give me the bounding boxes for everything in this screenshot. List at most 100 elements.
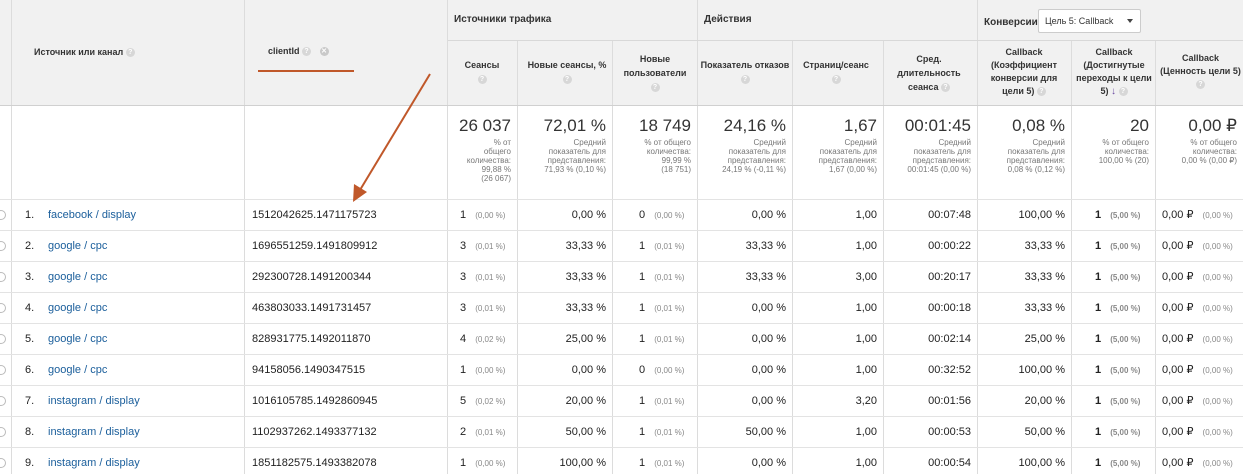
bounce-cell: 0,00 % [751, 395, 786, 407]
row-checkbox[interactable] [0, 396, 6, 406]
separator [612, 40, 613, 474]
new-users-cell: 1 (0,01 %) [639, 333, 685, 345]
sessions-cell: 3 (0,01 %) [460, 271, 506, 283]
help-icon[interactable]: ? [1196, 80, 1205, 90]
new-sessions-cell: 50,00 % [565, 426, 606, 438]
separator [244, 0, 245, 474]
sort-desc-icon[interactable]: ↓ [1111, 86, 1116, 97]
goal-select[interactable]: Цель 5: Callback [1038, 9, 1141, 33]
col-header-new-sessions[interactable]: Новые сеансы, % ? [522, 58, 612, 86]
callback-completions-cell: 1 (5,00 %) [1095, 271, 1141, 283]
total-subtext: % от общего количества: 100,00 % (20) [1098, 138, 1149, 165]
pages-cell: 1,00 [855, 457, 877, 469]
dimension-header-clientid[interactable]: clientId ? ✕ [268, 46, 329, 57]
sessions-cell: 5 (0,02 %) [460, 395, 506, 407]
row-checkbox[interactable] [0, 427, 6, 437]
row-checkbox[interactable] [0, 303, 6, 313]
help-icon[interactable]: ? [1036, 87, 1046, 97]
help-icon[interactable]: ? [1118, 87, 1128, 97]
total-value: 24,16 % [723, 116, 786, 135]
new-users-cell: 1 (0,01 %) [639, 271, 685, 283]
callback-completions-cell: 1 (5,00 %) [1095, 426, 1141, 438]
group-conversions: Конверсии [984, 17, 1038, 28]
row-checkbox[interactable] [0, 241, 6, 251]
new-sessions-cell: 33,33 % [565, 302, 606, 314]
source-link[interactable]: google / cpc [48, 271, 108, 283]
duration-cell: 00:20:17 [928, 271, 971, 283]
callback-rate-cell: 33,33 % [1024, 240, 1065, 252]
help-icon[interactable]: ? [562, 75, 572, 85]
source-link[interactable]: facebook / display [48, 209, 137, 221]
client-id: 1512042625.1471175723 [252, 209, 377, 221]
sessions-cell: 2 (0,01 %) [460, 426, 506, 438]
sessions-cell: 1 (0,00 %) [460, 457, 506, 469]
pages-cell: 1,00 [855, 364, 877, 376]
duration-cell: 00:07:48 [928, 209, 971, 221]
pages-cell: 1,00 [855, 426, 877, 438]
help-icon[interactable]: ? [650, 83, 660, 93]
separator [517, 40, 518, 474]
col-header-callback-rate[interactable]: Callback (Коэффициент конверсии для цели… [980, 46, 1068, 98]
callback-value-cell: 0,00 ₽ (0,00 %) [1162, 457, 1233, 469]
sessions-cell: 1 (0,00 %) [460, 364, 506, 376]
row-checkbox[interactable] [0, 334, 6, 344]
help-icon[interactable]: ? [477, 75, 487, 85]
callback-completions-cell: 1 (5,00 %) [1095, 302, 1141, 314]
col-header-callback-value[interactable]: Callback (Ценность цели 5) ? [1158, 52, 1243, 91]
help-icon[interactable]: ? [831, 75, 841, 85]
source-link[interactable]: instagram / display [48, 395, 140, 407]
duration-cell: 00:02:14 [928, 333, 971, 345]
row-checkbox[interactable] [0, 210, 6, 220]
col-header-callback-completions[interactable]: Callback (Достигнутые переходы к цели 5)… [1074, 46, 1154, 98]
sessions-cell: 3 (0,01 %) [460, 302, 506, 314]
new-users-cell: 1 (0,01 %) [639, 302, 685, 314]
help-icon[interactable]: ? [302, 47, 312, 57]
row-checkbox[interactable] [0, 272, 6, 282]
total-subtext: % от общего количества: 0,00 % (0,00 ₽) [1181, 138, 1237, 165]
col-header-new-users[interactable]: Новые пользователи ? [615, 52, 695, 94]
client-id: 1696551259.1491809912 [252, 240, 378, 252]
total-value: 1,67 [843, 116, 877, 135]
dimension-header-source[interactable]: Источник или канал ? [34, 47, 135, 58]
source-link[interactable]: google / cpc [48, 240, 108, 252]
total-subtext: Средний показатель для представления: 71,93… [544, 138, 606, 174]
remove-dimension-icon[interactable]: ✕ [319, 47, 329, 57]
bounce-cell: 0,00 % [751, 302, 786, 314]
separator [977, 0, 978, 474]
total-subtext: Средний показатель для представления: 1,67 … [818, 138, 877, 174]
source-link[interactable]: google / cpc [48, 302, 108, 314]
separator [11, 0, 12, 474]
separator [0, 230, 1243, 231]
callback-rate-cell: 25,00 % [1024, 333, 1065, 345]
row-checkbox[interactable] [0, 458, 6, 468]
new-sessions-cell: 33,33 % [565, 271, 606, 283]
col-header-sessions-label: Сеансы [464, 60, 500, 70]
row-checkbox[interactable] [0, 365, 6, 375]
sessions-cell: 4 (0,02 %) [460, 333, 506, 345]
source-link[interactable]: instagram / display [48, 457, 140, 469]
total-subtext: % от общего количества: 99,88 % (26 067) [466, 138, 511, 183]
help-icon[interactable]: ? [125, 48, 135, 58]
col-header-duration[interactable]: Сред. длительность сеанса ? [886, 52, 972, 94]
source-link[interactable]: google / cpc [48, 333, 108, 345]
source-link[interactable]: instagram / display [48, 426, 140, 438]
duration-cell: 00:00:53 [928, 426, 971, 438]
row-index: 7. [25, 395, 35, 407]
separator [0, 416, 1243, 417]
separator [1071, 40, 1072, 474]
help-icon[interactable]: ? [941, 83, 951, 93]
col-header-pages[interactable]: Страниц/сеанс ? [794, 58, 878, 86]
pages-cell: 1,00 [855, 302, 877, 314]
client-id: 94158056.1490347515 [252, 364, 366, 376]
source-link[interactable]: google / cpc [48, 364, 108, 376]
bounce-cell: 0,00 % [751, 457, 786, 469]
total-value: 0,00 ₽ [1188, 116, 1237, 135]
callback-rate-cell: 33,33 % [1024, 271, 1065, 283]
help-icon[interactable]: ? [740, 75, 750, 85]
new-sessions-cell: 33,33 % [565, 240, 606, 252]
separator [883, 40, 884, 474]
col-header-sessions[interactable]: Сеансы ? [448, 58, 516, 86]
pages-cell: 3,20 [855, 395, 877, 407]
col-header-bounce[interactable]: Показатель отказов ? [700, 58, 790, 86]
